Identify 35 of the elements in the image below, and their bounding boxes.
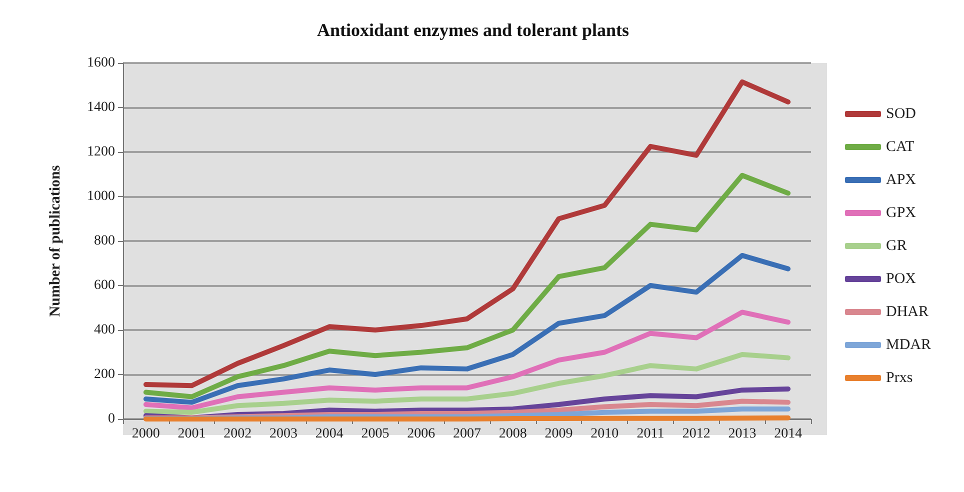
legend-label: POX: [886, 271, 916, 287]
x-tick-label: 2001: [178, 426, 206, 442]
y-tick-label: 600: [94, 278, 115, 293]
legend-label: GPX: [886, 205, 916, 221]
y-tick-label: 0: [108, 412, 115, 426]
x-tick-label: 2009: [544, 426, 573, 442]
x-tick-label: 2000: [132, 426, 160, 442]
legend-label: MDAR: [886, 337, 932, 353]
x-tick-label: 2003: [270, 426, 298, 442]
chart-title: Antioxidant enzymes and tolerant plants: [316, 20, 630, 40]
y-tick-label: 800: [94, 234, 115, 248]
y-tick-label: 400: [94, 322, 115, 338]
x-tick-label: 2014: [774, 426, 802, 442]
y-tick-label: 200: [94, 367, 115, 382]
legend-label: APX: [886, 172, 916, 188]
y-tick-label: 1400: [87, 100, 115, 115]
x-tick-label: 2006: [407, 426, 436, 442]
y-tick-label: 1600: [87, 56, 115, 70]
y-tick-label: 1000: [87, 189, 115, 204]
x-tick-label: 2008: [498, 426, 527, 442]
x-tick-label: 2011: [636, 426, 664, 442]
legend-label: DHAR: [886, 304, 929, 320]
x-tick-label: 2012: [682, 426, 710, 442]
x-tick-label: 2002: [224, 426, 252, 442]
x-tick-label: 2004: [315, 426, 344, 442]
legend-label: Prxs: [886, 370, 913, 386]
legend-label: CAT: [886, 139, 914, 155]
x-tick-label: 2010: [590, 426, 619, 442]
legend-label: SOD: [886, 106, 916, 122]
x-tick-label: 2005: [361, 426, 390, 442]
y-tick-label: 1200: [87, 144, 115, 160]
legend-label: GR: [886, 238, 907, 254]
y-axis-title: Number of publications: [48, 165, 64, 317]
x-tick-label: 2013: [728, 426, 756, 442]
x-tick-label: 2007: [453, 426, 481, 442]
